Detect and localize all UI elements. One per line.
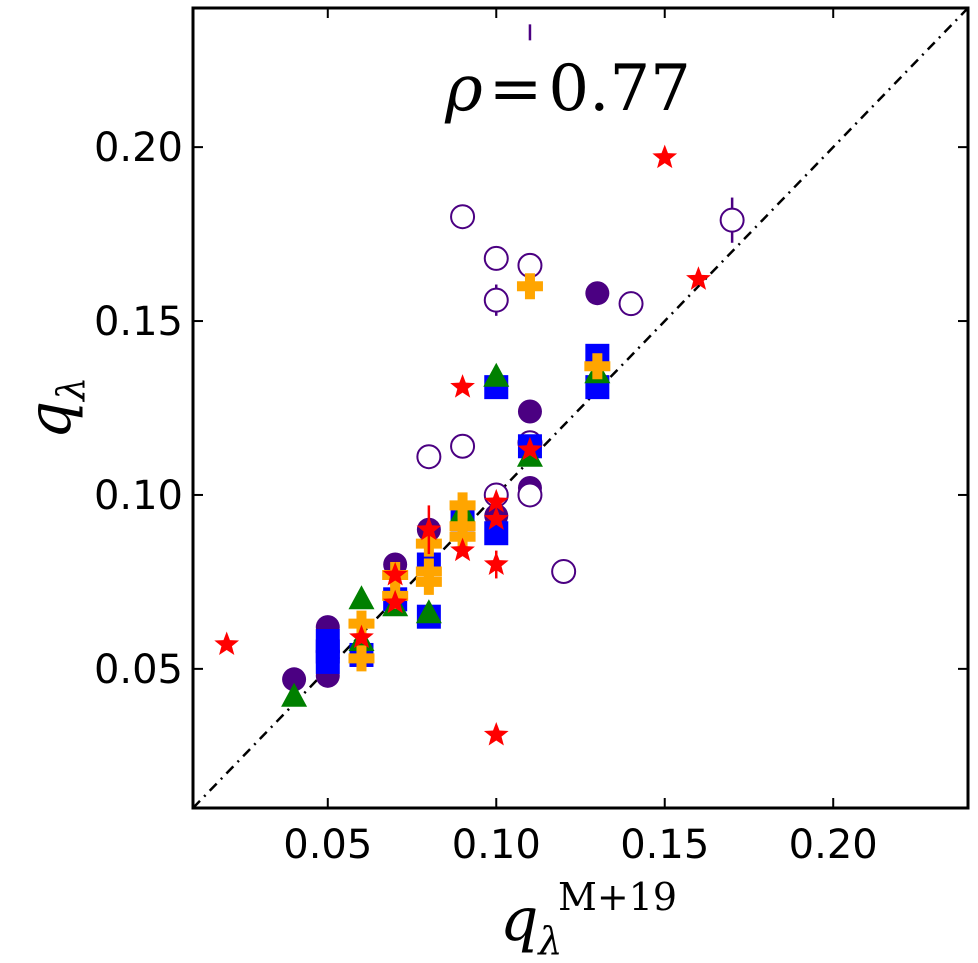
y-axis-label: qλ bbox=[15, 377, 93, 440]
triangle-point bbox=[483, 362, 510, 387]
star-point bbox=[450, 374, 475, 398]
open-circle-point bbox=[517, 482, 543, 508]
y-label-sub: λ bbox=[49, 377, 93, 403]
y-label-base: q bbox=[15, 401, 85, 439]
plus-point bbox=[584, 353, 611, 380]
x-tick-label: 0.20 bbox=[789, 822, 878, 868]
x-tick-label: 0.15 bbox=[620, 822, 709, 868]
star-point bbox=[483, 721, 509, 746]
star-point bbox=[349, 624, 374, 649]
open-circle-point bbox=[450, 204, 476, 230]
correlation-annotation: ρ=0.77 bbox=[444, 52, 691, 126]
star-point bbox=[483, 551, 509, 576]
plus-point bbox=[348, 645, 375, 672]
axis-ticks: 0.05 0.10 0.15 0.20 0.05 0.10 0.15 0.20 bbox=[94, 8, 968, 868]
equals-sign: = bbox=[489, 52, 543, 126]
star-point bbox=[382, 589, 408, 614]
plot-frame bbox=[191, 6, 970, 810]
y-tick-label: 0.05 bbox=[94, 647, 183, 693]
star-point bbox=[483, 488, 509, 513]
star-point bbox=[382, 561, 408, 586]
y-tick-label: 0.20 bbox=[94, 125, 183, 171]
star-point bbox=[450, 537, 475, 562]
rho-symbol: ρ bbox=[444, 52, 483, 126]
plot-area bbox=[192, 7, 969, 809]
open-circle-point bbox=[416, 444, 442, 470]
plus-point bbox=[449, 492, 476, 519]
star-point bbox=[517, 436, 543, 461]
star-point bbox=[214, 631, 240, 656]
y-tick-label: 0.10 bbox=[94, 473, 183, 519]
triangle-point bbox=[415, 599, 442, 624]
x-tick-label: 0.05 bbox=[283, 822, 372, 868]
triangle-point bbox=[348, 585, 375, 610]
plus-point bbox=[348, 610, 375, 637]
x-label-sup: M+19 bbox=[558, 875, 677, 919]
open-circle-point bbox=[450, 433, 476, 459]
x-tick-label: 0.10 bbox=[452, 822, 541, 868]
square-point bbox=[315, 629, 340, 654]
star-point bbox=[652, 144, 678, 169]
triangle-point bbox=[281, 682, 308, 707]
open-circle-point bbox=[719, 207, 745, 233]
x-axis-label: qλ bbox=[500, 885, 563, 963]
filled-circle-point bbox=[282, 667, 307, 692]
plus-point bbox=[415, 568, 442, 595]
open-circle-point bbox=[551, 558, 577, 584]
y-tick-label: 0.15 bbox=[94, 299, 183, 345]
filled-circle-point bbox=[517, 399, 542, 424]
square-point bbox=[484, 521, 509, 546]
star-point bbox=[686, 266, 711, 290]
rho-value: 0.77 bbox=[548, 52, 691, 126]
x-label-sub: λ bbox=[536, 919, 562, 963]
plus-point bbox=[449, 523, 476, 550]
open-circle-point bbox=[618, 291, 644, 317]
open-circle-point bbox=[483, 287, 509, 313]
star-point bbox=[416, 516, 442, 541]
plus-point bbox=[516, 273, 543, 300]
x-label-base: q bbox=[500, 885, 538, 955]
star-point bbox=[483, 506, 509, 530]
open-circle-point bbox=[483, 245, 509, 271]
filled-circle-point bbox=[585, 281, 610, 306]
